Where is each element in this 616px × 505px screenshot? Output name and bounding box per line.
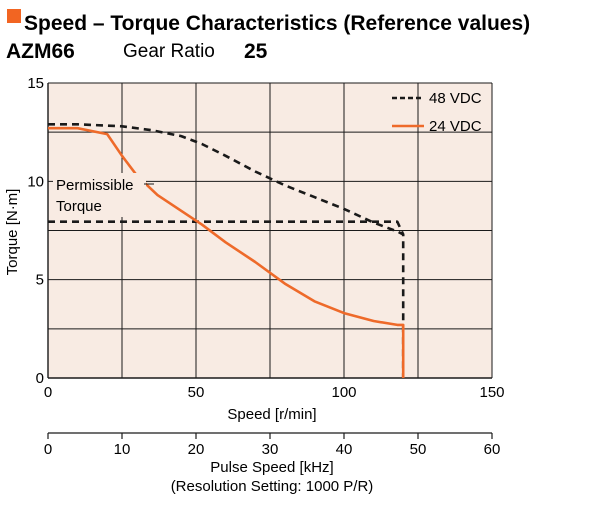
y-tick-label: 10 [27, 173, 44, 190]
x-tick-label: 0 [44, 384, 52, 401]
annotation-text: Torque [56, 198, 102, 215]
secondary-x-tick-label: 60 [484, 441, 501, 458]
secondary-x-tick-label: 20 [188, 441, 205, 458]
series-line-24-vdc [48, 126, 405, 378]
y-tick-label: 0 [36, 370, 44, 387]
model-label: AZM66 [6, 40, 75, 63]
annotation-background [53, 173, 146, 217]
secondary-x-tick-labels: 0 10 20 30 40 50 60 [44, 433, 501, 458]
x-tick-label: 100 [331, 384, 356, 401]
series-layer [48, 123, 405, 378]
y-tick-label: 15 [27, 75, 44, 92]
gear-ratio-value: 25 [244, 40, 268, 63]
title-marker-icon [7, 9, 21, 23]
chart-title: Speed – Torque Characteristics (Referenc… [24, 12, 530, 35]
x-tick-label: 50 [188, 384, 205, 401]
grid-lines [47, 82, 493, 379]
x-tick-label: 150 [479, 384, 504, 401]
gear-ratio-label: Gear Ratio [123, 41, 215, 62]
legend-label: 24 VDC [429, 118, 482, 135]
secondary-x-axis-label: Pulse Speed [kHz] [210, 459, 333, 476]
annotation-group: Permissible Torque [53, 173, 154, 217]
secondary-x-tick-label: 40 [336, 441, 353, 458]
x-tick-labels: 0 50 100 150 [44, 384, 505, 401]
y-tick-label: 5 [36, 272, 44, 289]
legend: 48 VDC 24 VDC [392, 90, 482, 135]
series-line-48-vdc [48, 123, 405, 378]
y-tick-labels: 0 5 10 15 [27, 75, 44, 387]
y-axis-label: Torque [N·m] [4, 189, 21, 276]
x-axis-label: Speed [r/min] [227, 406, 316, 423]
secondary-x-tick-label: 30 [262, 441, 279, 458]
secondary-x-tick-label: 50 [410, 441, 427, 458]
annotation-text: Permissible [56, 177, 134, 194]
legend-label: 48 VDC [429, 90, 482, 107]
secondary-x-tick-label: 0 [44, 441, 52, 458]
series-line-permissible-torque [48, 220, 405, 235]
secondary-x-axis-sublabel: (Resolution Setting: 1000 P/R) [171, 478, 374, 495]
secondary-x-tick-label: 10 [114, 441, 131, 458]
